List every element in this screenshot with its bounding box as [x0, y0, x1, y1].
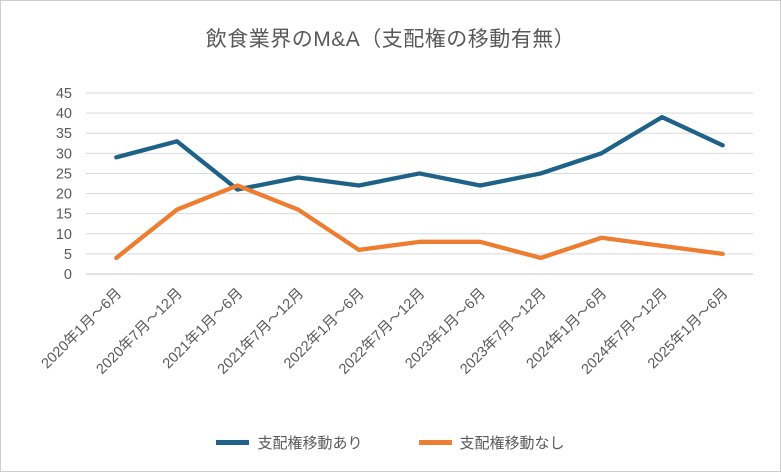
- chart-legend: 支配権移動あり 支配権移動なし: [1, 432, 780, 453]
- y-axis-tick-label: 40: [56, 106, 72, 122]
- legend-item-with-control-transfer: 支配権移動あり: [216, 432, 363, 453]
- y-axis-tick-label: 30: [56, 146, 72, 162]
- y-axis-tick-label: 20: [56, 187, 72, 203]
- y-axis-tick-label: 35: [56, 126, 72, 142]
- y-axis-tick-label: 10: [56, 227, 72, 243]
- legend-line-swatch-blue: [216, 440, 250, 445]
- legend-item-without-control-transfer: 支配権移動なし: [418, 432, 565, 453]
- series-line-0: [114, 114, 725, 192]
- series-line-1: [114, 183, 725, 261]
- chart-title: 飲食業界のM&A（支配権の移動有無）: [205, 28, 576, 51]
- y-axis-tick-label: 25: [56, 166, 72, 182]
- y-axis-tick-label: 0: [64, 267, 72, 283]
- legend-line-swatch-orange: [418, 440, 452, 445]
- legend-label: 支配権移動あり: [257, 435, 363, 452]
- y-axis-tick-label: 5: [64, 247, 72, 263]
- legend-label: 支配権移動なし: [459, 435, 565, 452]
- y-axis-tick-label: 15: [56, 207, 72, 223]
- y-axis-tick-label: 45: [56, 86, 72, 102]
